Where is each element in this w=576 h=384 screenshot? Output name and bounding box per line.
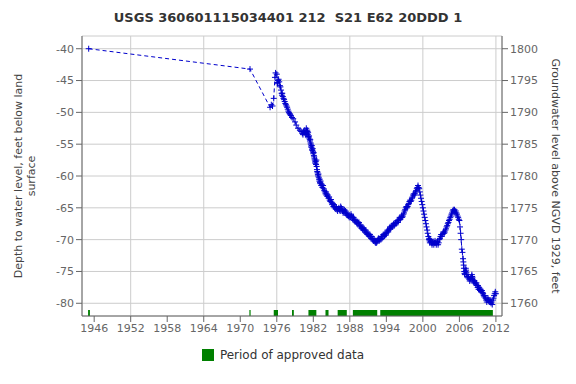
svg-text:-75: -75 — [56, 265, 74, 278]
html-text:USGS 360601115034401 212 S21 E: USGS 360601115034401 212 S21 E62 20DDD 1 — [113, 10, 463, 25]
svg-text:1970: 1970 — [226, 322, 254, 335]
svg-text:2000: 2000 — [409, 322, 437, 335]
svg-text:2006: 2006 — [445, 322, 473, 335]
svg-text:2012: 2012 — [482, 322, 510, 335]
svg-text:-40: -40 — [56, 43, 74, 56]
svg-text:-70: -70 — [56, 234, 74, 247]
svg-text:1785: 1785 — [510, 138, 538, 151]
svg-text:1800: 1800 — [510, 43, 538, 56]
svg-text:1770: 1770 — [510, 234, 538, 247]
svg-text:-60: -60 — [56, 170, 74, 183]
svg-text:1958: 1958 — [153, 322, 181, 335]
svg-text:-50: -50 — [56, 106, 74, 119]
svg-text:1775: 1775 — [510, 202, 538, 215]
svg-text:1952: 1952 — [117, 322, 145, 335]
svg-text:1780: 1780 — [510, 170, 538, 183]
svg-text:1765: 1765 — [510, 265, 538, 278]
svg-text:1795: 1795 — [510, 74, 538, 87]
svg-text:1946: 1946 — [80, 322, 108, 335]
svg-text:1982: 1982 — [299, 322, 327, 335]
svg-text:Groundwater level above NGVD 1: Groundwater level above NGVD 1929, feet — [549, 58, 562, 294]
svg-text:1988: 1988 — [336, 322, 364, 335]
svg-text:1790: 1790 — [510, 106, 538, 119]
svg-text:-65: -65 — [56, 202, 74, 215]
svg-text:-55: -55 — [56, 138, 74, 151]
svg-text:-80: -80 — [56, 297, 74, 310]
svg-text:1964: 1964 — [190, 322, 218, 335]
svg-text:-45: -45 — [56, 74, 74, 87]
svg-text:1976: 1976 — [263, 322, 291, 335]
html-text:Period of approved data: Period of approved data — [219, 348, 365, 362]
svg-text:Depth to water level, feet bel: Depth to water level, feet below landsur… — [12, 74, 38, 279]
svg-text:1994: 1994 — [372, 322, 400, 335]
svg-text:1760: 1760 — [510, 297, 538, 310]
